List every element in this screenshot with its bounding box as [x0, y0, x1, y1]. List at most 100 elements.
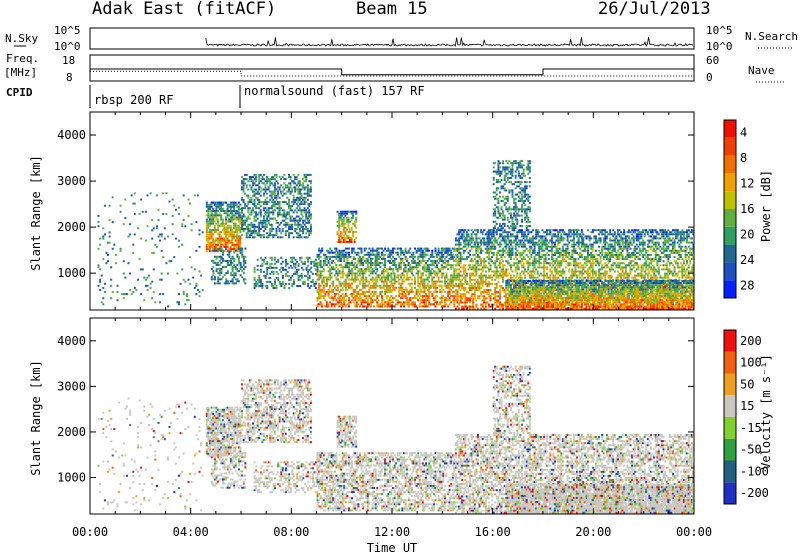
heatmap-cell	[495, 295, 498, 298]
heatmap-cell	[313, 285, 316, 287]
heatmap-cell	[418, 270, 421, 273]
heatmap-cell	[205, 205, 208, 208]
heatmap-cell	[360, 257, 363, 260]
heatmap-cell	[388, 255, 391, 258]
heatmap-cell	[215, 255, 218, 258]
heatmap-cell	[365, 290, 368, 293]
heatmap-cell	[399, 274, 402, 277]
heatmap-cell	[295, 207, 298, 210]
heatmap-cell	[368, 286, 371, 289]
heatmap-cell	[381, 297, 383, 300]
heatmap-cell	[280, 192, 283, 195]
heatmap-cell	[480, 282, 483, 285]
heatmap-cell	[423, 301, 426, 304]
heatmap-cell	[546, 301, 549, 304]
heatmap-cell	[461, 285, 464, 287]
heatmap-cell	[432, 255, 435, 258]
heatmap-cell	[494, 266, 497, 269]
heatmap-cell	[476, 241, 479, 244]
heatmap-cell	[486, 249, 489, 252]
heatmap-cell	[233, 216, 235, 219]
heatmap-cell	[210, 210, 213, 212]
heatmap-cell	[494, 282, 497, 285]
heatmap-cell	[327, 255, 330, 258]
heatmap-cell	[207, 207, 210, 210]
heatmap-cell	[385, 290, 388, 293]
heatmap-cell	[198, 291, 201, 293]
heatmap-cell	[357, 290, 360, 293]
heatmap-cell	[336, 293, 339, 295]
heatmap-cell	[440, 272, 443, 275]
heatmap-cell	[336, 288, 339, 291]
heatmap-cell	[289, 219, 292, 222]
heatmap-cell	[306, 188, 309, 191]
heatmap-cell	[393, 260, 396, 262]
heatmap-cell	[239, 235, 242, 238]
heatmap-cell	[470, 268, 473, 271]
heatmap-cell	[360, 299, 363, 302]
heatmap-cell	[489, 295, 492, 298]
heatmap-cell	[568, 235, 571, 238]
heatmap-cell	[278, 207, 281, 210]
heatmap-cell	[431, 272, 434, 275]
heatmap-cell	[221, 207, 224, 210]
heatmap-cell	[557, 247, 560, 250]
heatmap-cell	[253, 188, 256, 191]
heatmap-cell	[483, 280, 486, 283]
heatmap-cell	[414, 305, 416, 308]
heatmap-cell	[241, 223, 243, 226]
heatmap-cell	[554, 241, 556, 244]
heatmap-cell	[459, 274, 462, 277]
heatmap-cell	[213, 212, 216, 215]
heatmap-cell	[225, 247, 228, 250]
heatmap-cell	[285, 264, 287, 267]
heatmap-cell	[385, 276, 388, 279]
heatmap-cell	[215, 231, 218, 234]
heatmap-cell	[344, 251, 347, 254]
heatmap-cell	[487, 239, 490, 242]
heatmap-cell	[467, 233, 470, 236]
heatmap-cell	[366, 280, 369, 283]
heatmap-cell	[502, 260, 505, 263]
heatmap-cell	[404, 293, 407, 295]
heatmap-cell	[245, 205, 248, 208]
heatmap-cell	[420, 253, 423, 256]
heatmap-cell	[247, 225, 250, 228]
heatmap-cell	[472, 272, 475, 275]
heatmap-cell	[341, 288, 344, 291]
heatmap-cell	[267, 213, 270, 216]
heatmap-cell	[443, 297, 446, 300]
heatmap-cell	[475, 239, 478, 242]
heatmap-cell	[401, 303, 404, 306]
heatmap-cell	[560, 260, 563, 263]
heatmap-cell	[281, 260, 284, 263]
heatmap-cell	[381, 257, 383, 260]
heatmap-cell	[300, 223, 303, 226]
heatmap-cell	[357, 262, 360, 264]
heatmap-cell	[335, 247, 338, 250]
heatmap-cell	[338, 238, 341, 241]
heatmap-cell	[318, 290, 321, 293]
heatmap-cell	[368, 295, 371, 298]
heatmap-cell	[458, 282, 461, 285]
heatmap-cell	[469, 305, 472, 308]
heatmap-cell	[410, 288, 413, 291]
heatmap-cell	[525, 260, 528, 263]
heatmap-cell	[341, 232, 344, 235]
heatmap-cell	[207, 205, 210, 208]
heatmap-cell	[508, 235, 511, 238]
heatmap-cell	[259, 194, 262, 197]
heatmap-cell	[535, 268, 538, 271]
heatmap-cell	[469, 260, 472, 263]
heatmap-cell	[437, 303, 440, 306]
heatmap-cell	[277, 260, 280, 263]
heatmap-cell	[352, 301, 355, 304]
heatmap-cell	[549, 231, 552, 234]
heatmap-cell	[342, 218, 345, 221]
heatmap-cell	[184, 280, 187, 283]
heatmap-cell	[344, 236, 347, 239]
heatmap-cell	[480, 258, 483, 261]
heatmap-cell	[491, 235, 494, 238]
heatmap-cell	[491, 278, 494, 281]
heatmap-cell	[307, 270, 310, 273]
